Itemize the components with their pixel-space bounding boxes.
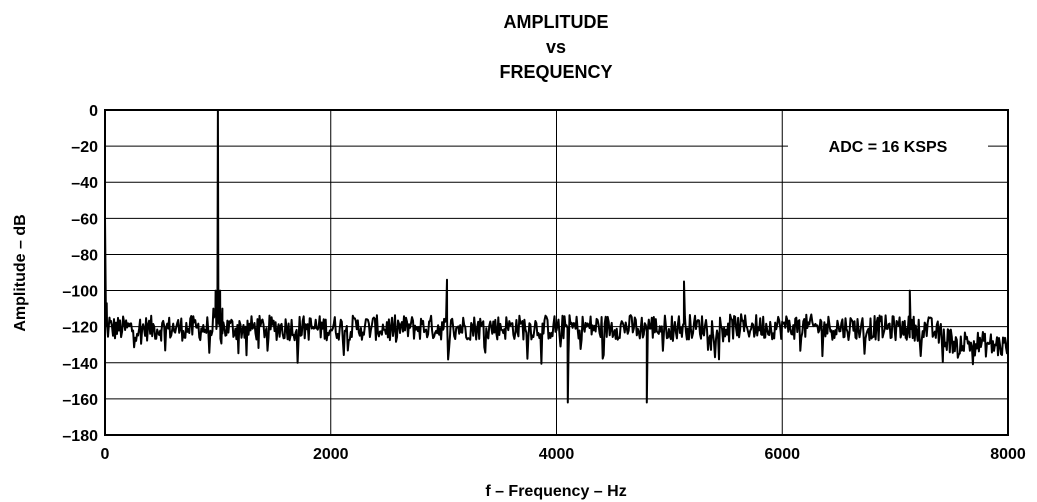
y-tick-label: –80 bbox=[71, 247, 98, 264]
y-tick-label: –140 bbox=[62, 356, 98, 373]
y-tick-labels: 0 –20 –40 –60 –80 –100 –120 –140 –160 –180 bbox=[62, 103, 98, 445]
plot-data bbox=[104, 109, 1009, 404]
annotation-text: ADC = 16 KSPS bbox=[829, 139, 948, 156]
y-axis-label: Amplitude – dB bbox=[12, 214, 29, 331]
y-tick-label: –160 bbox=[62, 392, 98, 409]
x-tick-label: 2000 bbox=[313, 446, 349, 463]
y-tick-label: –20 bbox=[71, 139, 98, 156]
title-line: vs bbox=[546, 37, 566, 57]
plot-frame bbox=[104, 109, 1009, 436]
x-tick-label: 0 bbox=[101, 446, 110, 463]
x-tick-label: 6000 bbox=[764, 446, 800, 463]
y-tick-label: –60 bbox=[71, 211, 98, 228]
title-line: FREQUENCY bbox=[499, 62, 612, 82]
title-line: AMPLITUDE bbox=[504, 12, 609, 32]
x-tick-labels: 0 2000 4000 6000 8000 bbox=[101, 446, 1026, 463]
plot-border bbox=[104, 109, 1009, 436]
y-tick-label: –40 bbox=[71, 175, 98, 192]
x-tick-label: 4000 bbox=[539, 446, 575, 463]
annotation-background bbox=[788, 132, 988, 160]
spectrum-line bbox=[104, 109, 1009, 404]
chart-title: AMPLITUDE vs FREQUENCY bbox=[499, 12, 612, 82]
y-tick-label: –120 bbox=[62, 320, 98, 337]
annotation: ADC = 16 KSPS bbox=[788, 132, 988, 160]
y-tick-label: –100 bbox=[62, 284, 98, 301]
y-tick-label: –180 bbox=[62, 428, 98, 445]
y-tick-label: 0 bbox=[89, 103, 98, 120]
x-tick-label: 8000 bbox=[990, 446, 1026, 463]
x-axis-label: f – Frequency – Hz bbox=[485, 483, 626, 500]
